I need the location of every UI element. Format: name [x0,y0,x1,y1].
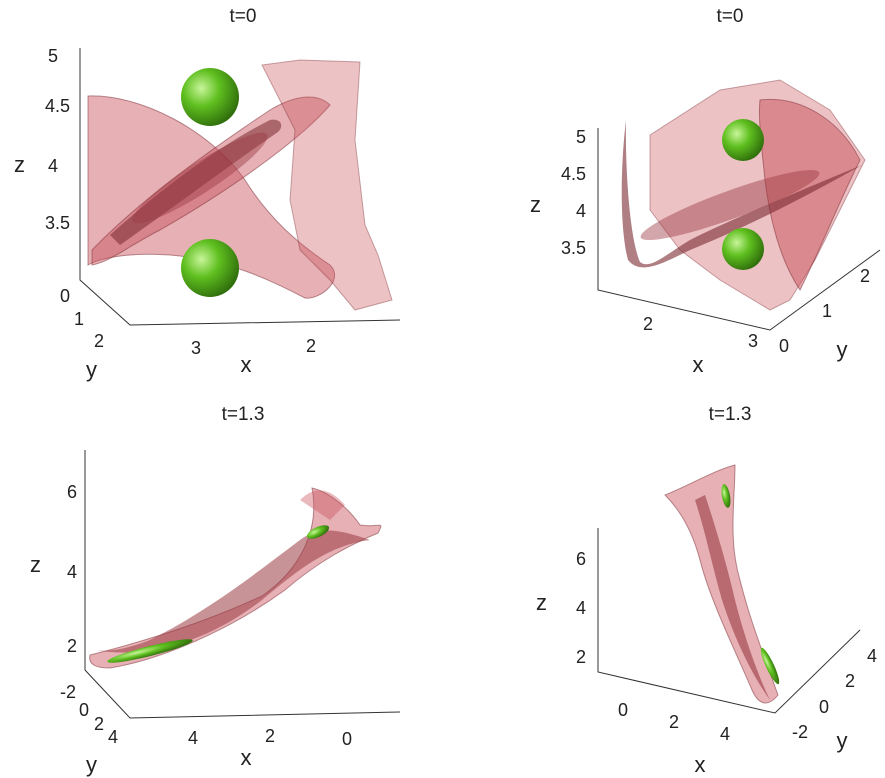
panel-4-title: t=1.3 [709,404,752,425]
panel-1-sphere [181,68,239,126]
panel-3-z-label: z [30,552,41,577]
panel-3-z-tick: 6 [67,482,77,502]
panel-3-x-tick: 0 [342,729,352,749]
panel-1-z-tick: 3.5 [45,213,70,233]
panel-1-title: t=0 [230,6,257,27]
panel-3-sphere [306,525,330,539]
panel-2-x-tick: 3 [748,331,758,351]
panel-3-axes [84,450,401,719]
panel-4-y-tick: -2 [792,722,808,742]
panel-1-axes [79,48,401,326]
panel-4-z-tick: 4 [576,598,586,618]
panel-2-surface [758,98,861,291]
panel-1-z-label: z [14,152,25,177]
panel-2-y-tick: 2 [860,266,870,286]
panel-3-y-tick: 0 [79,700,89,720]
panel-3-title: t=1.3 [222,404,265,425]
panel-2-z-tick: 3.5 [561,238,586,258]
panel-2-sphere [722,228,764,270]
panel-3-tube [95,530,370,653]
panel-3-surface [89,487,382,669]
panel-1-x-tick: 2 [306,336,316,356]
panel-1-y-label: y [86,357,97,382]
panel-4-y-label: y [837,728,848,753]
panel-2-axes [597,128,881,331]
panel-2-x-tick: 2 [643,314,653,334]
panel-3: t=1.3 6 4 2 z -2 0 2 4 y 4 2 0 x [30,404,401,777]
panel-2-y-tick: 1 [822,301,832,321]
panel-3-surface [300,490,345,520]
panel-4-axes [597,528,861,714]
panel-2-z-tick: 4.5 [561,164,586,184]
panel-3-y-tick: -2 [60,682,76,702]
panel-4-y-tick: 2 [845,671,855,691]
panel-4-y-tick: 0 [819,697,829,717]
panel-4-y-tick: 4 [867,646,877,666]
panel-4-z-tick: 6 [576,549,586,569]
panel-1-y-tick: 0 [60,286,70,306]
panel-2-x-label: x [693,352,704,377]
panel-3-z-tick: 4 [67,562,77,582]
panel-3-sphere [107,639,193,663]
panel-1-z-tick: 4.5 [45,96,70,116]
panel-2: t=0 5 4.5 4 3.5 z 2 3 x 0 1 2 y [530,6,881,377]
panel-4-sphere [760,647,780,685]
panel-4-x-tick: 0 [618,700,628,720]
panel-2-y-tick: 0 [779,336,789,356]
panel-1-x-label: x [241,352,252,377]
panel-3-z-tick: 2 [67,636,77,656]
panel-1-z-tick: 4 [48,156,58,176]
panel-2-title: t=0 [717,6,744,27]
panel-1-surface [261,59,393,311]
panel-3-x-tick: 4 [188,728,198,748]
panel-4: t=1.3 6 4 2 z 0 2 4 x -2 0 2 4 y [536,404,877,777]
panel-2-sphere [722,119,764,161]
panel-3-x-label: x [241,745,252,770]
panel-3-y-tick: 2 [94,714,104,734]
panel-4-sphere [721,484,731,508]
panel-2-z-tick: 4 [576,201,586,221]
panel-4-x-tick: 4 [720,724,730,744]
panel-4-z-tick: 2 [576,647,586,667]
panel-2-z-tick: 5 [576,127,586,147]
panel-4-x-tick: 2 [669,712,679,732]
panel-1-y-tick: 1 [74,309,84,329]
panel-1-sphere [181,239,239,297]
panel-3-y-label: y [86,752,97,777]
panel-2-vortex [640,169,820,241]
panel-3-y-tick: 4 [108,727,118,747]
panel-1-surface [91,96,331,266]
panel-1-z-tick: 5 [48,46,58,66]
panel-2-y-label: y [837,337,848,362]
panel-1-x-tick: 3 [191,338,201,358]
panel-1-y-tick: 2 [94,331,104,351]
panel-1-tube [110,119,282,245]
panel-1: t=0 5 4.5 4 3.5 z 0 1 2 y 3 2 x [14,6,401,382]
panel-3-x-tick: 2 [265,726,275,746]
panel-1-vortex [132,132,268,224]
panel-4-z-label: z [536,590,547,615]
panel-4-tube [695,495,770,700]
panel-2-z-label: z [530,192,541,217]
panel-1-surface [87,95,336,299]
panel-4-x-label: x [695,752,706,777]
